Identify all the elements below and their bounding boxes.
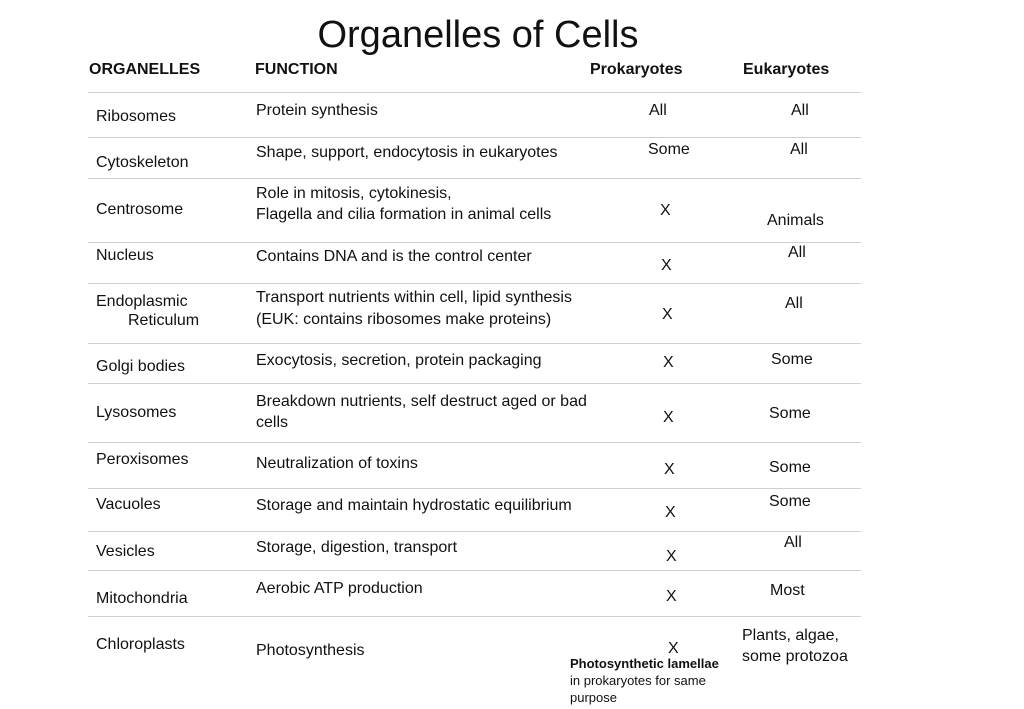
eukaryotes-value: Some	[769, 493, 811, 510]
row-divider	[88, 178, 861, 179]
function-text: Protein synthesis	[256, 102, 378, 119]
function-text: Storage and maintain hydrostatic equilib…	[256, 497, 572, 514]
organelle-name: Lysosomes	[96, 404, 177, 421]
organelle-name: Vesicles	[96, 543, 155, 560]
function-text: Shape, support, endocytosis in eukaryote…	[256, 144, 558, 161]
organelle-name: Golgi bodies	[96, 358, 185, 375]
prokaryotes-value: X	[662, 306, 673, 323]
footnote-line: purpose	[570, 690, 617, 705]
eukaryotes-value-line: some protozoa	[742, 648, 848, 665]
page-title: Organelles of Cells	[317, 14, 639, 56]
prokaryotes-value: X	[661, 257, 672, 274]
row-divider	[88, 242, 861, 243]
eukaryotes-value: Animals	[767, 212, 824, 229]
eukaryotes-value: All	[785, 295, 803, 312]
prokaryotes-value: X	[663, 409, 674, 426]
organelle-name: Mitochondria	[96, 590, 188, 607]
eukaryotes-value: Most	[770, 582, 805, 599]
footnote-line: in prokaryotes for same	[570, 673, 706, 688]
organelle-name-line: Endoplasmic	[96, 293, 188, 310]
row-divider	[88, 616, 861, 617]
prokaryotes-value: Some	[648, 141, 690, 158]
prokaryotes-value: X	[663, 354, 674, 371]
organelle-name: Ribosomes	[96, 108, 177, 125]
row-divider	[88, 343, 861, 344]
prokaryotes-value: X	[666, 588, 677, 605]
prokaryotes-value: X	[668, 640, 679, 657]
header-function: FUNCTION	[255, 61, 338, 78]
organelle-name: Peroxisomes	[96, 451, 189, 468]
eukaryotes-value: All	[784, 534, 802, 551]
footnote: Photosynthetic lamellae in prokaryotes f…	[570, 655, 719, 706]
organelle-name: Vacuoles	[96, 496, 161, 513]
eukaryotes-value: All	[790, 141, 808, 158]
organelle-name: Centrosome	[96, 201, 184, 218]
eukaryotes-value: Some	[769, 459, 811, 476]
header-eukaryotes: Eukaryotes	[743, 61, 830, 78]
organelle-name: Nucleus	[96, 247, 154, 264]
row-divider	[88, 570, 861, 571]
organelle-name: Chloroplasts	[96, 636, 185, 653]
row-divider	[88, 442, 861, 443]
eukaryotes-value: All	[791, 102, 809, 119]
prokaryotes-value: X	[660, 202, 671, 219]
function-text: Contains DNA and is the control center	[256, 248, 532, 265]
function-text: Storage, digestion, transport	[256, 539, 458, 556]
header-prokaryotes: Prokaryotes	[590, 61, 683, 78]
prokaryotes-value: X	[665, 504, 676, 521]
function-text: Neutralization of toxins	[256, 455, 418, 472]
function-text-line: Role in mitosis, cytokinesis,	[256, 185, 452, 202]
eukaryotes-value-line: Plants, algae,	[742, 627, 839, 644]
row-divider	[88, 383, 861, 384]
function-text-line: (EUK: contains ribosomes make proteins)	[256, 311, 552, 328]
function-text: Exocytosis, secretion, protein packaging	[256, 352, 542, 369]
header-organelles: ORGANELLES	[89, 61, 201, 78]
eukaryotes-value: Some	[769, 405, 811, 422]
row-divider	[88, 283, 861, 284]
prokaryotes-value: X	[666, 548, 677, 565]
eukaryotes-value: Some	[771, 351, 813, 368]
footnote-bold: Photosynthetic lamellae	[570, 656, 719, 671]
function-text-line: cells	[256, 414, 289, 431]
organelle-name-line: Reticulum	[128, 312, 200, 329]
row-divider	[88, 488, 861, 489]
prokaryotes-value: All	[649, 102, 667, 119]
row-divider	[88, 137, 861, 138]
eukaryotes-value: All	[788, 244, 806, 261]
organelle-name: Cytoskeleton	[96, 154, 189, 171]
row-divider	[88, 92, 861, 93]
function-text-line: Transport nutrients within cell, lipid s…	[256, 289, 572, 306]
function-text: Aerobic ATP production	[256, 580, 423, 597]
function-text-line: Flagella and cilia formation in animal c…	[256, 206, 552, 223]
function-text: Photosynthesis	[256, 642, 365, 659]
row-divider	[88, 531, 861, 532]
prokaryotes-value: X	[664, 461, 675, 478]
function-text-line: Breakdown nutrients, self destruct aged …	[256, 393, 587, 410]
